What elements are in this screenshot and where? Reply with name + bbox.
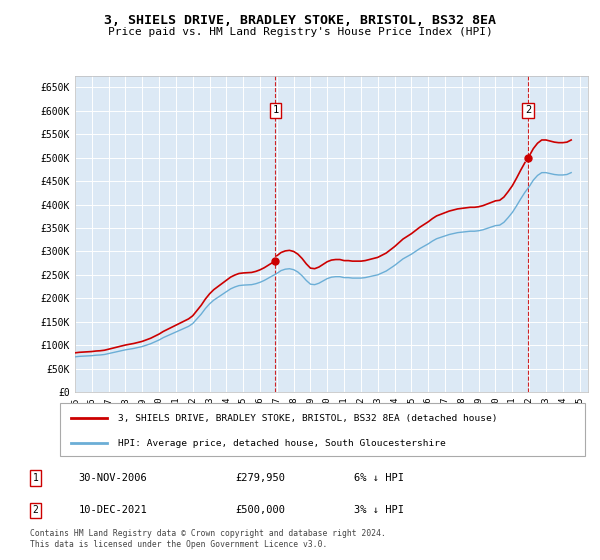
Text: £500,000: £500,000 (235, 505, 285, 515)
Text: 1: 1 (272, 105, 278, 115)
Text: Contains HM Land Registry data © Crown copyright and database right 2024.
This d: Contains HM Land Registry data © Crown c… (30, 529, 386, 549)
Text: £279,950: £279,950 (235, 473, 285, 483)
Text: 3, SHIELS DRIVE, BRADLEY STOKE, BRISTOL, BS32 8EA: 3, SHIELS DRIVE, BRADLEY STOKE, BRISTOL,… (104, 14, 496, 27)
Text: 2: 2 (525, 105, 531, 115)
Text: 10-DEC-2021: 10-DEC-2021 (79, 505, 148, 515)
FancyBboxPatch shape (60, 403, 585, 456)
Text: HPI: Average price, detached house, South Gloucestershire: HPI: Average price, detached house, Sout… (118, 438, 445, 447)
Text: 3% ↓ HPI: 3% ↓ HPI (354, 505, 404, 515)
Text: Price paid vs. HM Land Registry's House Price Index (HPI): Price paid vs. HM Land Registry's House … (107, 27, 493, 37)
Text: 6% ↓ HPI: 6% ↓ HPI (354, 473, 404, 483)
Text: 30-NOV-2006: 30-NOV-2006 (79, 473, 148, 483)
Text: 3, SHIELS DRIVE, BRADLEY STOKE, BRISTOL, BS32 8EA (detached house): 3, SHIELS DRIVE, BRADLEY STOKE, BRISTOL,… (118, 414, 497, 423)
Text: 2: 2 (32, 505, 38, 515)
Text: 1: 1 (32, 473, 38, 483)
